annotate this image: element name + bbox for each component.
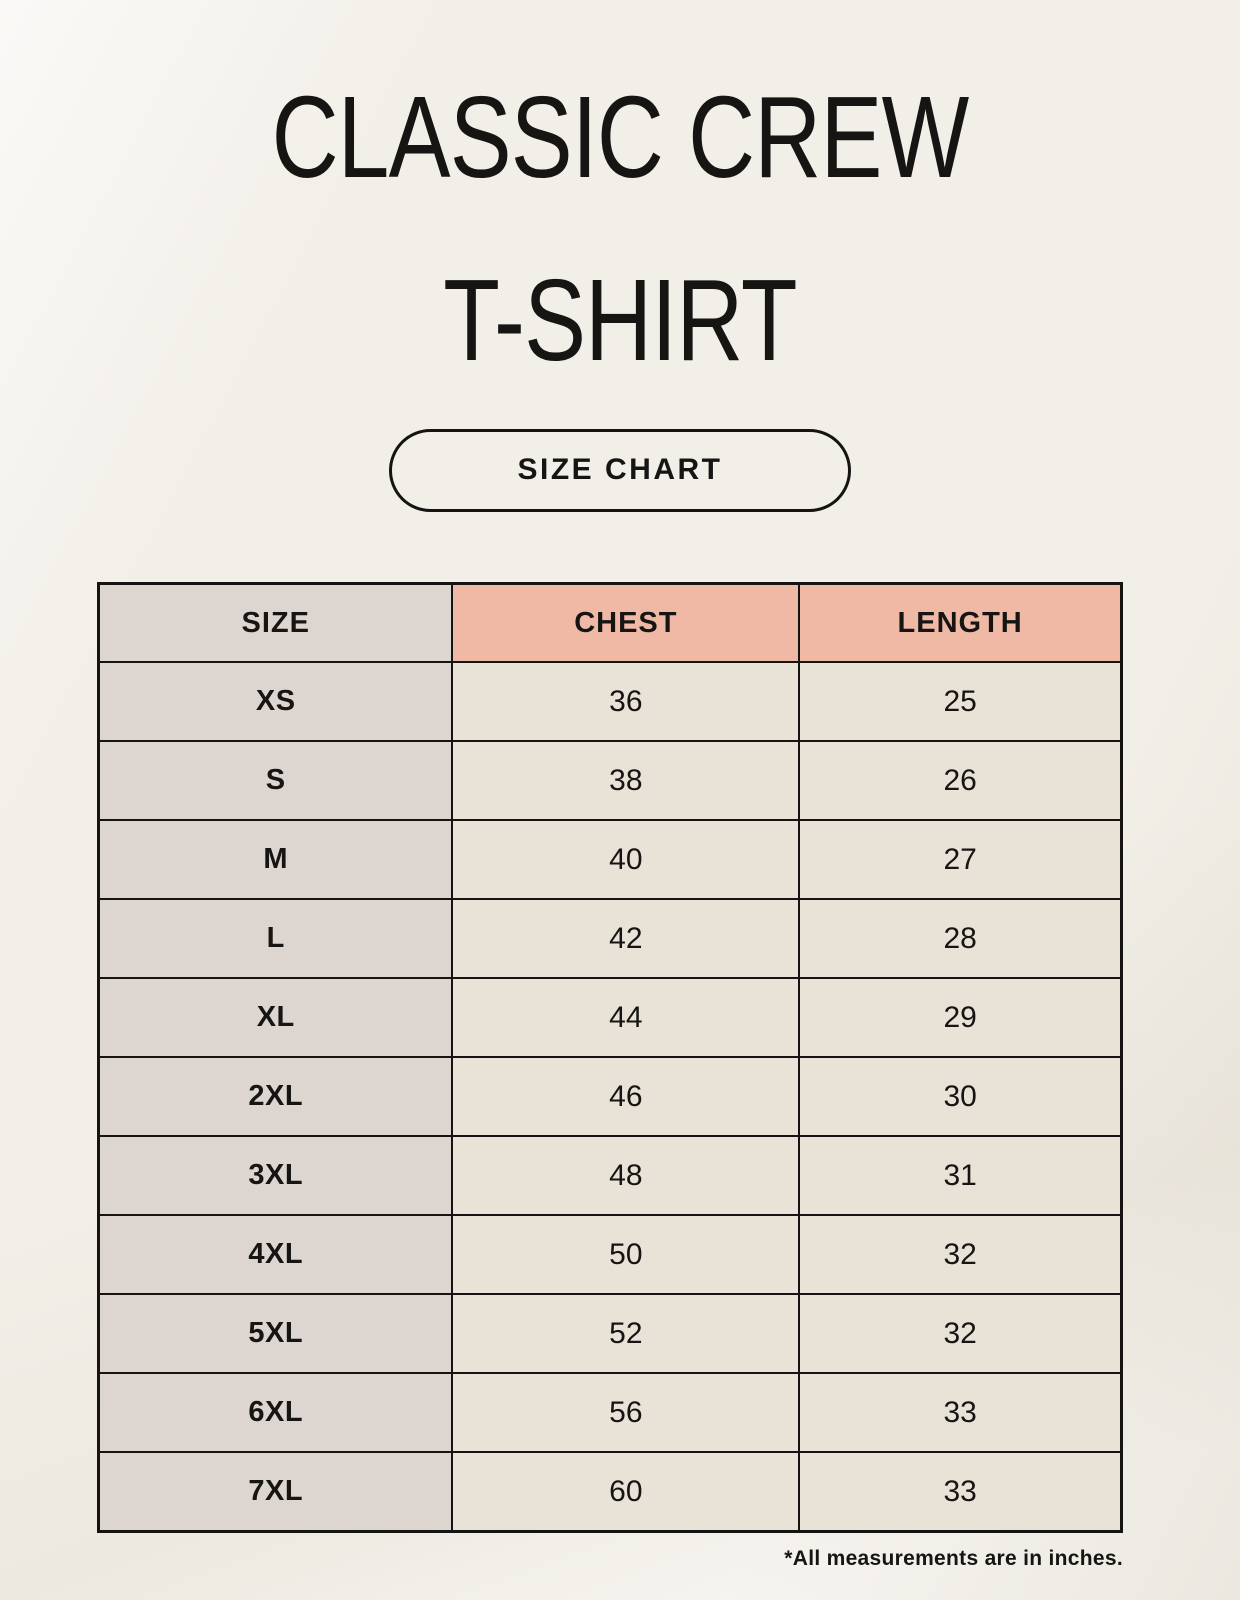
table-row: 4XL 50 32	[97, 1214, 1123, 1296]
size-cell: 4XL	[97, 1214, 454, 1296]
table-row: 7XL 60 33	[97, 1451, 1123, 1533]
size-cell: 5XL	[97, 1293, 454, 1375]
length-cell: 27	[798, 819, 1123, 901]
size-cell: 3XL	[97, 1135, 454, 1217]
size-cell: 2XL	[97, 1056, 454, 1138]
chest-cell: 48	[451, 1135, 801, 1217]
table-header-row: SIZE CHEST LENGTH	[97, 582, 1123, 664]
length-cell: 32	[798, 1293, 1123, 1375]
table-row: XL 44 29	[97, 977, 1123, 1059]
chest-cell: 52	[451, 1293, 801, 1375]
chest-cell: 36	[451, 661, 801, 743]
column-header-length: LENGTH	[798, 582, 1123, 664]
table-row: 6XL 56 33	[97, 1372, 1123, 1454]
length-cell: 33	[798, 1372, 1123, 1454]
size-cell: S	[97, 740, 454, 822]
column-header-size: SIZE	[97, 582, 454, 664]
table-row: M 40 27	[97, 819, 1123, 901]
size-cell: 7XL	[97, 1451, 454, 1533]
size-chart-button-container: SIZE CHART	[0, 428, 1240, 512]
chest-cell: 50	[451, 1214, 801, 1296]
chest-cell: 38	[451, 740, 801, 822]
size-cell: XS	[97, 661, 454, 743]
length-cell: 29	[798, 977, 1123, 1059]
title-line-2: T-SHIRT	[443, 255, 797, 386]
page-title: CLASSIC CREW T-SHIRT	[124, 0, 1116, 378]
table-row: XS 36 25	[97, 661, 1123, 743]
chest-cell: 56	[451, 1372, 801, 1454]
size-table-container: SIZE CHEST LENGTH XS 36 25 S 38 26 M 40 27 L 42 28 X…	[97, 581, 1123, 1533]
table-row: L 42 28	[97, 898, 1123, 980]
size-chart-button[interactable]: SIZE CHART	[389, 428, 851, 512]
table-row: 3XL 48 31	[97, 1135, 1123, 1217]
chest-cell: 40	[451, 819, 801, 901]
table-row: 2XL 46 30	[97, 1056, 1123, 1138]
table-row: S 38 26	[97, 740, 1123, 822]
size-cell: L	[97, 898, 454, 980]
size-cell: XL	[97, 977, 454, 1059]
title-line-1: CLASSIC CREW	[271, 72, 970, 202]
length-cell: 28	[798, 898, 1123, 980]
chest-cell: 46	[451, 1056, 801, 1138]
size-cell: M	[97, 819, 454, 901]
length-cell: 26	[798, 740, 1123, 822]
table-row: 5XL 52 32	[97, 1293, 1123, 1375]
column-header-chest: CHEST	[451, 582, 801, 664]
length-cell: 25	[798, 661, 1123, 743]
chest-cell: 60	[451, 1451, 801, 1533]
length-cell: 33	[798, 1451, 1123, 1533]
length-cell: 31	[798, 1135, 1123, 1217]
size-cell: 6XL	[97, 1372, 454, 1454]
size-table: SIZE CHEST LENGTH XS 36 25 S 38 26 M 40 27 L 42 28 X…	[97, 581, 1123, 1533]
length-cell: 32	[798, 1214, 1123, 1296]
size-table-body: XS 36 25 S 38 26 M 40 27 L 42 28 XL 44 29 2XL 46 30 3XL 48 3…	[97, 661, 1123, 1533]
length-cell: 30	[798, 1056, 1123, 1138]
chest-cell: 42	[451, 898, 801, 980]
chest-cell: 44	[451, 977, 801, 1059]
measurements-footnote: *All measurements are in inches.	[784, 1546, 1123, 1570]
